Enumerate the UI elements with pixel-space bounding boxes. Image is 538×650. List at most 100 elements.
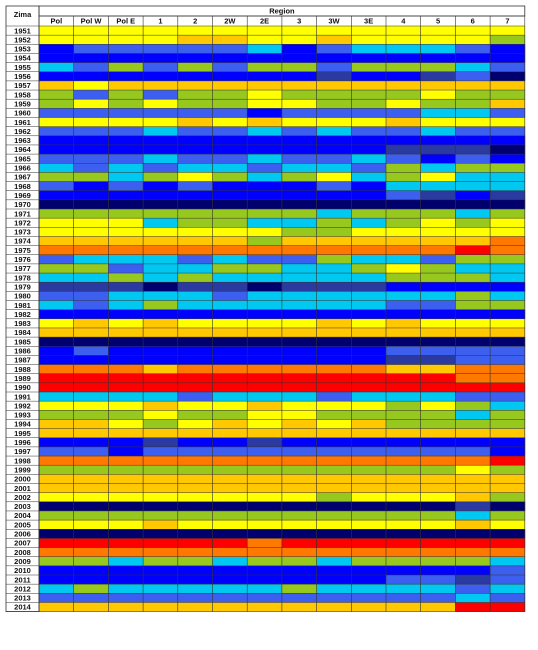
region-header: Region bbox=[269, 7, 295, 16]
heatmap-cell bbox=[351, 291, 387, 301]
heatmap-cell bbox=[247, 327, 283, 338]
heatmap-cell bbox=[386, 172, 422, 182]
heatmap-cell bbox=[351, 80, 387, 91]
heatmap-cell bbox=[73, 26, 109, 36]
heatmap-cell bbox=[351, 401, 387, 411]
heatmap-cell bbox=[420, 227, 456, 237]
heatmap-cell bbox=[351, 108, 387, 118]
heatmap-cell bbox=[351, 35, 387, 45]
heatmap-cell bbox=[247, 318, 283, 329]
heatmap-cell bbox=[386, 254, 422, 265]
row-header: Zima bbox=[14, 10, 32, 19]
heatmap-cell bbox=[247, 346, 283, 356]
heatmap-cell bbox=[212, 80, 248, 91]
heatmap-cell bbox=[73, 446, 109, 457]
heatmap-cell bbox=[39, 181, 75, 191]
heatmap-cell bbox=[490, 510, 526, 521]
heatmap-cell bbox=[177, 492, 213, 503]
heatmap-cell bbox=[108, 492, 144, 503]
heatmap-cell bbox=[281, 337, 317, 347]
heatmap-cell bbox=[455, 309, 491, 320]
row-label: 2009 bbox=[14, 557, 31, 566]
heatmap-cell bbox=[177, 80, 213, 91]
heatmap-cell bbox=[39, 593, 75, 603]
heatmap-cell bbox=[420, 236, 456, 246]
heatmap-cell bbox=[281, 53, 317, 63]
heatmap-cell bbox=[247, 428, 283, 439]
heatmap-cell bbox=[247, 547, 283, 557]
heatmap-cell bbox=[73, 181, 109, 191]
heatmap-cell bbox=[281, 245, 317, 256]
heatmap-cell bbox=[281, 44, 317, 54]
column-label: 2E bbox=[260, 17, 269, 26]
row-label: 1978 bbox=[14, 273, 31, 282]
heatmap-cell bbox=[108, 437, 144, 448]
heatmap-cell bbox=[247, 309, 283, 320]
heatmap-cell bbox=[247, 392, 283, 402]
row-label: 1952 bbox=[14, 35, 31, 44]
heatmap-cell bbox=[386, 373, 422, 384]
heatmap-cell bbox=[455, 236, 491, 246]
heatmap-cell bbox=[177, 483, 213, 493]
row-label: 2010 bbox=[14, 566, 31, 575]
heatmap-cell bbox=[143, 227, 179, 237]
heatmap-cell bbox=[212, 565, 248, 576]
heatmap-cell bbox=[39, 437, 75, 448]
heatmap-cell bbox=[108, 291, 144, 301]
heatmap-cell bbox=[73, 218, 109, 228]
heatmap-cell bbox=[73, 520, 109, 530]
heatmap-cell bbox=[490, 575, 526, 585]
heatmap-cell bbox=[73, 35, 109, 45]
heatmap-cell bbox=[455, 575, 491, 585]
heatmap-cell bbox=[490, 364, 526, 374]
heatmap-cell bbox=[316, 392, 352, 402]
heatmap-cell bbox=[39, 236, 75, 246]
heatmap-cell bbox=[177, 446, 213, 457]
heatmap-cell bbox=[386, 428, 422, 439]
heatmap-cell bbox=[212, 428, 248, 439]
heatmap-cell bbox=[177, 199, 213, 210]
heatmap-cell bbox=[73, 364, 109, 374]
heatmap-cell bbox=[143, 273, 179, 283]
heatmap-cell bbox=[39, 565, 75, 576]
heatmap-cell bbox=[177, 346, 213, 356]
heatmap-cell bbox=[73, 392, 109, 402]
heatmap-cell bbox=[490, 126, 526, 137]
heatmap-cell bbox=[73, 547, 109, 557]
heatmap-cell bbox=[73, 584, 109, 594]
heatmap-cell bbox=[386, 291, 422, 301]
heatmap-cell bbox=[212, 446, 248, 457]
heatmap-cell bbox=[386, 401, 422, 411]
heatmap-cell bbox=[177, 419, 213, 429]
row-label: 1987 bbox=[14, 356, 31, 365]
heatmap-cell bbox=[316, 318, 352, 329]
heatmap-cell bbox=[212, 520, 248, 530]
heatmap-cell bbox=[108, 446, 144, 457]
heatmap-cell bbox=[73, 428, 109, 439]
heatmap-cell bbox=[316, 80, 352, 91]
heatmap-cell bbox=[143, 538, 179, 548]
heatmap-cell bbox=[73, 163, 109, 173]
heatmap-cell bbox=[490, 263, 526, 274]
heatmap-cell bbox=[490, 291, 526, 301]
heatmap-cell bbox=[177, 529, 213, 539]
heatmap-cell bbox=[281, 510, 317, 521]
heatmap-cell bbox=[281, 575, 317, 585]
heatmap-cell bbox=[108, 474, 144, 484]
heatmap-cell bbox=[108, 218, 144, 228]
heatmap-cell bbox=[455, 364, 491, 374]
heatmap-cell bbox=[281, 602, 317, 612]
heatmap-cell bbox=[351, 327, 387, 338]
heatmap-cell bbox=[73, 556, 109, 567]
heatmap-cell bbox=[316, 135, 352, 146]
heatmap-cell bbox=[490, 282, 526, 292]
heatmap-cell bbox=[73, 99, 109, 109]
heatmap-cell bbox=[386, 547, 422, 557]
heatmap-cell bbox=[316, 538, 352, 548]
heatmap-cell bbox=[212, 254, 248, 265]
heatmap-cell bbox=[39, 144, 75, 155]
heatmap-cell bbox=[420, 373, 456, 384]
heatmap-cell bbox=[420, 135, 456, 146]
heatmap-cell bbox=[316, 483, 352, 493]
